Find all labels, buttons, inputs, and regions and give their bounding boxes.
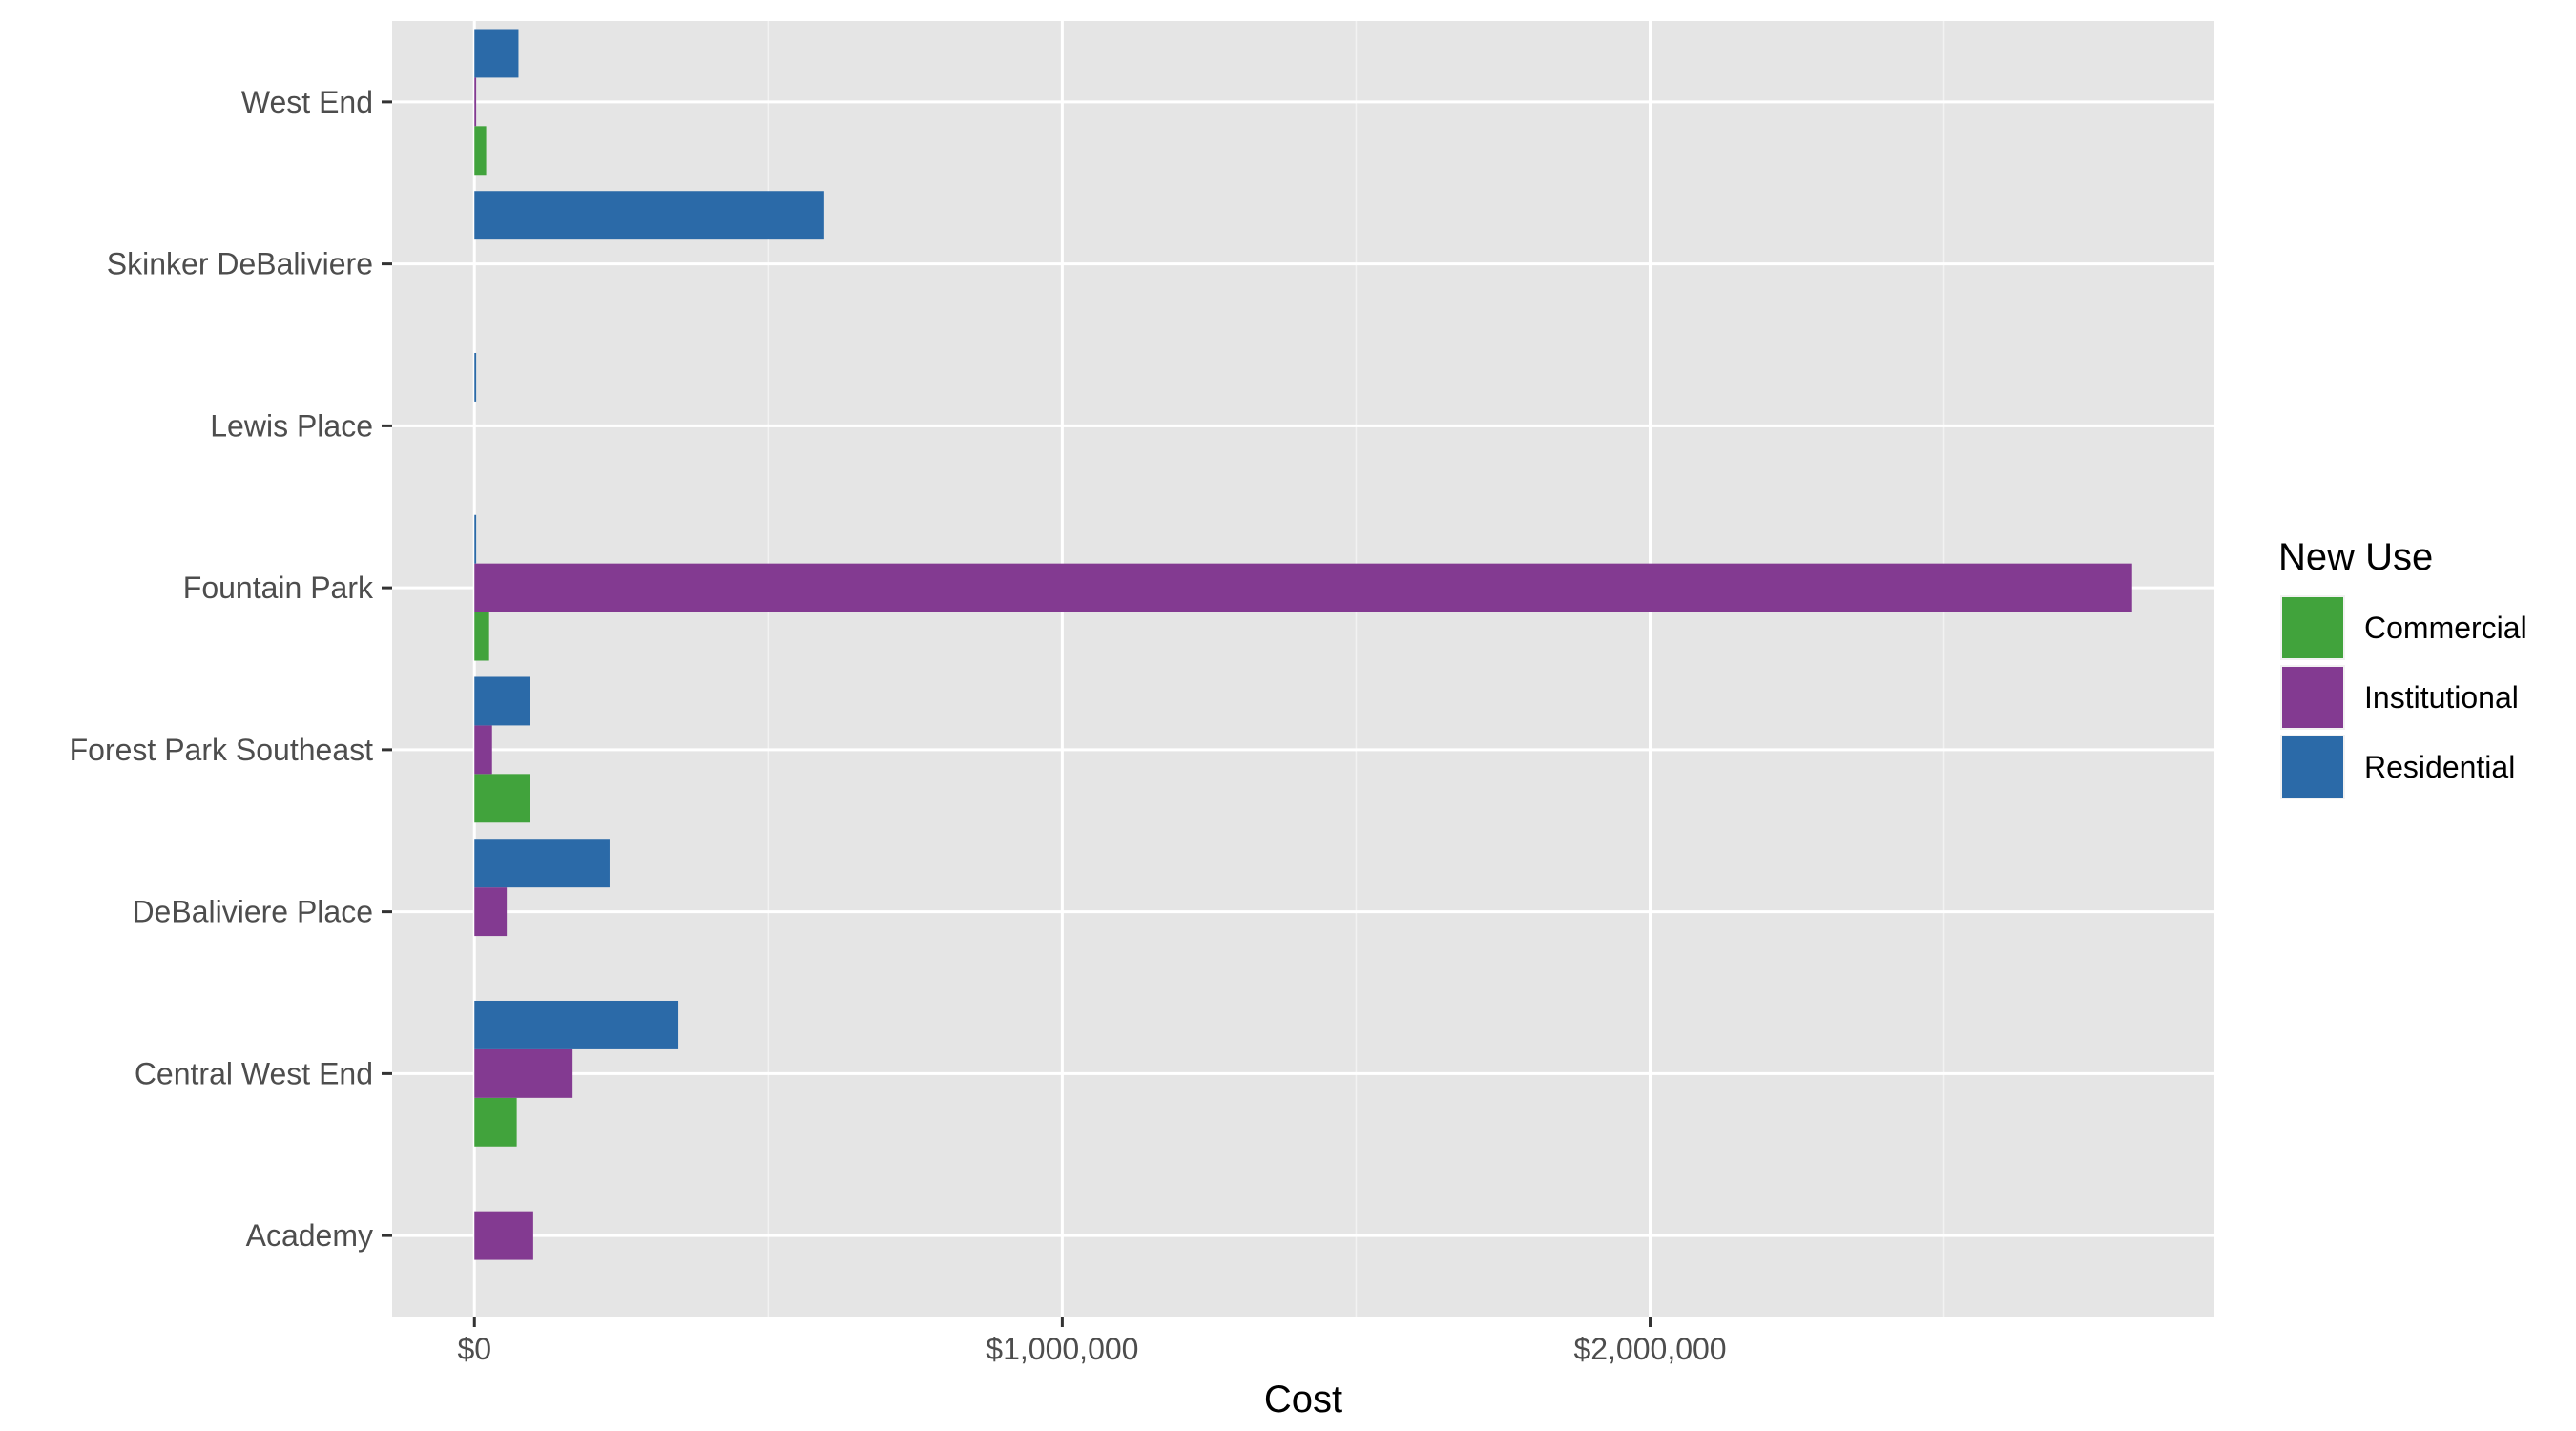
bar-institutional-forest-park-southeast [474,725,492,775]
bar-commercial-central-west-end [474,1097,517,1147]
x-tick-label: $1,000,000 [986,1332,1138,1366]
bar-residential-fountain-park [474,514,477,564]
bar-institutional-fountain-park [474,563,2132,612]
bar-commercial-forest-park-southeast [474,774,530,823]
bar-commercial-west-end [474,126,487,176]
bar-institutional-academy [474,1211,533,1260]
bar-residential-central-west-end [474,1000,679,1049]
bars [474,29,2132,1260]
legend: New Use Commercial Institutional Residenti… [2278,536,2527,799]
bar-residential-west-end [474,29,519,78]
bar-institutional-central-west-end [474,1048,573,1098]
y-tick-label: Forest Park Southeast [70,733,373,767]
legend-label: Institutional [2364,680,2519,715]
y-tick-label: Skinker DeBaliviere [107,247,373,281]
y-axis: Academy Central West End DeBaliviere Place… [70,85,392,1253]
bar-institutional-debaliviere-place [474,887,508,937]
x-tick-label: $2,000,000 [1573,1332,1726,1366]
legend-label: Commercial [2364,611,2527,645]
bar-commercial-fountain-park [474,612,489,661]
legend-key-institutional [2282,667,2343,728]
legend-key-commercial [2282,597,2343,658]
y-tick-label: Central West End [135,1056,373,1090]
x-axis: $0 $1,000,000 $2,000,000 [457,1317,1727,1366]
bar-residential-debaliviere-place [474,839,610,888]
legend-title: New Use [2278,536,2433,578]
bar-residential-skinker-debaliviere [474,191,824,240]
x-axis-title: Cost [1264,1379,1342,1421]
x-tick-label: $0 [457,1332,491,1366]
y-tick-label: Lewis Place [210,408,373,443]
y-tick-label: Academy [246,1218,373,1253]
y-tick-label: West End [241,85,373,119]
y-tick-label: Fountain Park [183,570,374,605]
legend-key-residential [2282,736,2343,798]
y-tick-label: DeBaliviere Place [132,895,373,929]
bar-residential-forest-park-southeast [474,676,530,726]
bar-institutional-west-end [474,77,477,127]
bar-residential-lewis-place [474,352,477,402]
legend-label: Residential [2364,750,2515,784]
